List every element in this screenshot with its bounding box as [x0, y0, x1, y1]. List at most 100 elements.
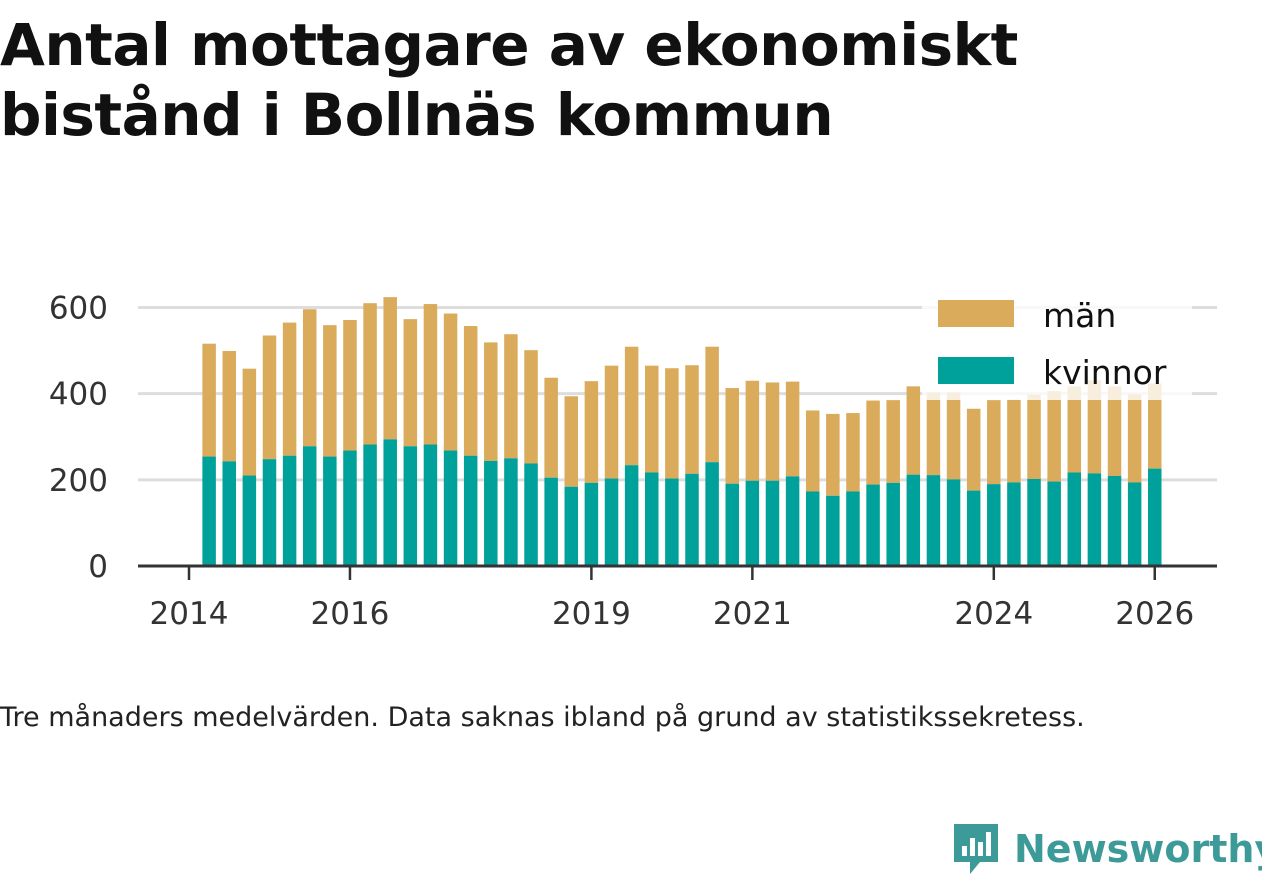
bar-kvinnor [1127, 482, 1142, 566]
x-tick-label: 2019 [552, 596, 631, 632]
bar-kvinnor [564, 486, 579, 566]
bar-kvinnor [222, 461, 236, 566]
bar-man [765, 382, 780, 481]
bar-man [463, 326, 478, 456]
legend-swatch [938, 357, 1014, 384]
bar-man [966, 408, 981, 491]
y-tick-label: 0 [88, 549, 108, 585]
brand-name: Newsworthy [1014, 827, 1262, 871]
bar-man [1047, 391, 1061, 482]
bar-man [886, 400, 900, 483]
y-tick-label: 200 [49, 463, 108, 499]
bar-kvinnor [1047, 481, 1061, 566]
bar-kvinnor [685, 473, 699, 566]
bar-kvinnor [906, 474, 921, 566]
bar-kvinnor [745, 480, 760, 566]
bar-man [1007, 399, 1021, 483]
bar-kvinnor [926, 475, 941, 566]
x-tick-label: 2024 [954, 596, 1033, 632]
bar-kvinnor [866, 484, 880, 566]
bar-man [926, 392, 941, 476]
bar-man [484, 342, 498, 461]
bar-kvinnor [846, 491, 860, 566]
bar-kvinnor [504, 458, 518, 566]
bar-man [805, 410, 820, 492]
bar-man [685, 365, 699, 474]
bar-kvinnor [826, 495, 840, 566]
chart-caption: Tre månaders medelvärden. Data saknas ib… [0, 702, 1085, 733]
bar-man [282, 322, 297, 456]
bar-kvinnor [604, 478, 619, 566]
bar-man [1127, 394, 1142, 483]
bar-man [584, 381, 599, 483]
bar-kvinnor [323, 456, 337, 566]
bar-man [987, 400, 1001, 485]
bar-kvinnor [403, 446, 418, 566]
bar-man [946, 392, 961, 480]
newsworthy-logo-icon [954, 824, 998, 874]
bar-kvinnor [423, 444, 438, 566]
brand-logo: Newsworthy [950, 818, 1262, 880]
bar-man [604, 365, 619, 479]
bar-kvinnor [343, 450, 357, 566]
bar-kvinnor [1027, 478, 1041, 566]
bar-kvinnor [805, 491, 820, 566]
bar-man [705, 346, 719, 463]
bar-man [1067, 386, 1082, 473]
bar-man [443, 313, 458, 451]
x-tick-label: 2026 [1115, 596, 1194, 632]
bar-kvinnor [1087, 473, 1102, 566]
bar-man [202, 343, 216, 457]
bar-kvinnor [1067, 472, 1082, 566]
bar-kvinnor [705, 462, 719, 566]
y-tick-label: 400 [49, 377, 108, 413]
bar-man [504, 334, 518, 459]
legend-label: kvinnor [1043, 353, 1167, 392]
chart-title: Antal mottagare av ekonomiskt bistånd i … [0, 11, 1018, 149]
x-tick-label: 2021 [713, 596, 792, 632]
bar-man [826, 413, 840, 496]
bar-kvinnor [584, 482, 599, 566]
bar-kvinnor [242, 475, 257, 566]
bar-kvinnor [645, 472, 659, 566]
bar-man [624, 346, 639, 466]
bar-man [745, 380, 760, 481]
x-tick-label: 2016 [311, 596, 390, 632]
bar-man [725, 388, 739, 484]
bar-man [645, 365, 659, 473]
axes: 0 200 400 600 2014 2016 2019 2021 2024 2026 [49, 291, 1217, 632]
bar-kvinnor [262, 459, 277, 566]
bar-man [1027, 394, 1041, 479]
bar-man [1148, 383, 1162, 469]
series-men [202, 297, 1162, 496]
legend-label: män [1043, 296, 1116, 335]
bar-man [564, 396, 579, 487]
series-women [202, 439, 1162, 566]
bar-kvinnor [1148, 468, 1162, 566]
bar-man [363, 303, 377, 445]
bar-kvinnor [282, 455, 297, 566]
bar-man [222, 351, 236, 462]
bar-kvinnor [987, 484, 1001, 566]
bar-kvinnor [785, 476, 800, 566]
bar-kvinnor [202, 456, 216, 566]
legend-swatch [938, 300, 1014, 327]
bar-kvinnor [383, 439, 397, 566]
bar-man [383, 297, 397, 440]
bar-man [1107, 386, 1122, 476]
bar-man [403, 319, 418, 447]
bar-man [544, 377, 558, 478]
bar-kvinnor [725, 483, 739, 566]
bar-man [343, 319, 357, 451]
bar-man [866, 400, 880, 485]
bar-kvinnor [302, 446, 317, 566]
bar-kvinnor [886, 482, 900, 566]
bar-kvinnor [484, 460, 498, 566]
bar-kvinnor [443, 450, 458, 566]
bar-man [665, 368, 679, 479]
bar-man [302, 309, 317, 447]
y-tick-label: 600 [49, 291, 108, 327]
bar-man [262, 335, 277, 460]
bar-kvinnor [624, 465, 639, 566]
